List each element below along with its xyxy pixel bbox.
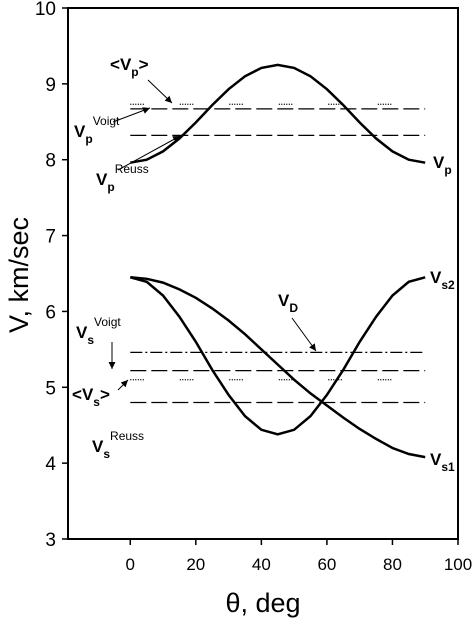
y-axis-title: V, km/sec (4, 217, 34, 333)
x-tick-label: 20 (186, 555, 205, 574)
series-line (129, 276, 426, 436)
x-tick-label: 100 (444, 555, 472, 574)
curve-label: Vp (433, 153, 452, 177)
label-sub: s (103, 447, 110, 461)
curve-label: VsVoigt (76, 315, 121, 347)
label-sub: s (87, 333, 94, 347)
y-tick-label: 8 (45, 151, 56, 172)
curve-label: Vs2 (430, 268, 455, 292)
label-sub: s (93, 395, 100, 409)
x-tick-label: 60 (317, 555, 336, 574)
label-part: > (139, 55, 149, 74)
curve-label: VsReuss (92, 429, 144, 461)
label-sub: D (289, 301, 298, 315)
label-sub: p (131, 65, 138, 79)
series-line (130, 276, 426, 459)
label-part: V (278, 291, 290, 310)
label-part: V (433, 153, 445, 172)
label-sub: s2 (441, 278, 455, 292)
label-part: V (120, 55, 132, 74)
label-sup: Reuss (110, 429, 144, 443)
label-part: V (92, 437, 104, 456)
y-tick-label: 6 (45, 302, 56, 323)
y-tick-label: 5 (45, 378, 56, 399)
curve-label: VpReuss (96, 162, 149, 194)
annotation-arrow (117, 379, 129, 391)
label-sup: Reuss (115, 162, 149, 176)
y-tick-label: 4 (45, 454, 56, 475)
label-sup: Voigt (93, 114, 120, 128)
label-part: V (96, 170, 108, 189)
label-part: < (72, 385, 82, 404)
y-tick-label: 7 (45, 227, 56, 248)
label-part: V (430, 268, 442, 287)
curve-label: VpVoigt (74, 114, 120, 146)
label-part: V (430, 450, 442, 469)
x-tick-label: 80 (383, 555, 402, 574)
y-tick-label: 3 (45, 530, 56, 551)
curve-label: Vs1 (430, 450, 455, 474)
annotation-arrow (147, 79, 173, 104)
x-tick-label: 40 (252, 555, 271, 574)
annotation-arrow (291, 317, 317, 352)
label-part: < (110, 55, 120, 74)
curve-label: VD (278, 291, 298, 315)
annotation-arrow (112, 107, 151, 123)
curve-label: <Vs> (72, 385, 110, 409)
x-axis-title: θ, deg (225, 588, 300, 618)
label-part: V (74, 122, 86, 141)
curve-label: <Vp> (110, 55, 149, 79)
x-tick-label: 0 (126, 555, 135, 574)
annotation-arrow (117, 135, 181, 171)
label-part: > (100, 385, 110, 404)
label-sub: p (85, 132, 92, 146)
y-tick-label: 9 (45, 75, 56, 96)
label-sub: p (107, 180, 114, 194)
label-sub: p (444, 163, 451, 177)
plot-frame (67, 7, 459, 540)
label-part: V (82, 385, 94, 404)
label-sup: Voigt (94, 315, 121, 329)
y-tick-label: 10 (35, 0, 56, 20)
label-sub: s1 (441, 460, 455, 474)
series-line (130, 63, 426, 164)
label-part: V (76, 323, 88, 342)
